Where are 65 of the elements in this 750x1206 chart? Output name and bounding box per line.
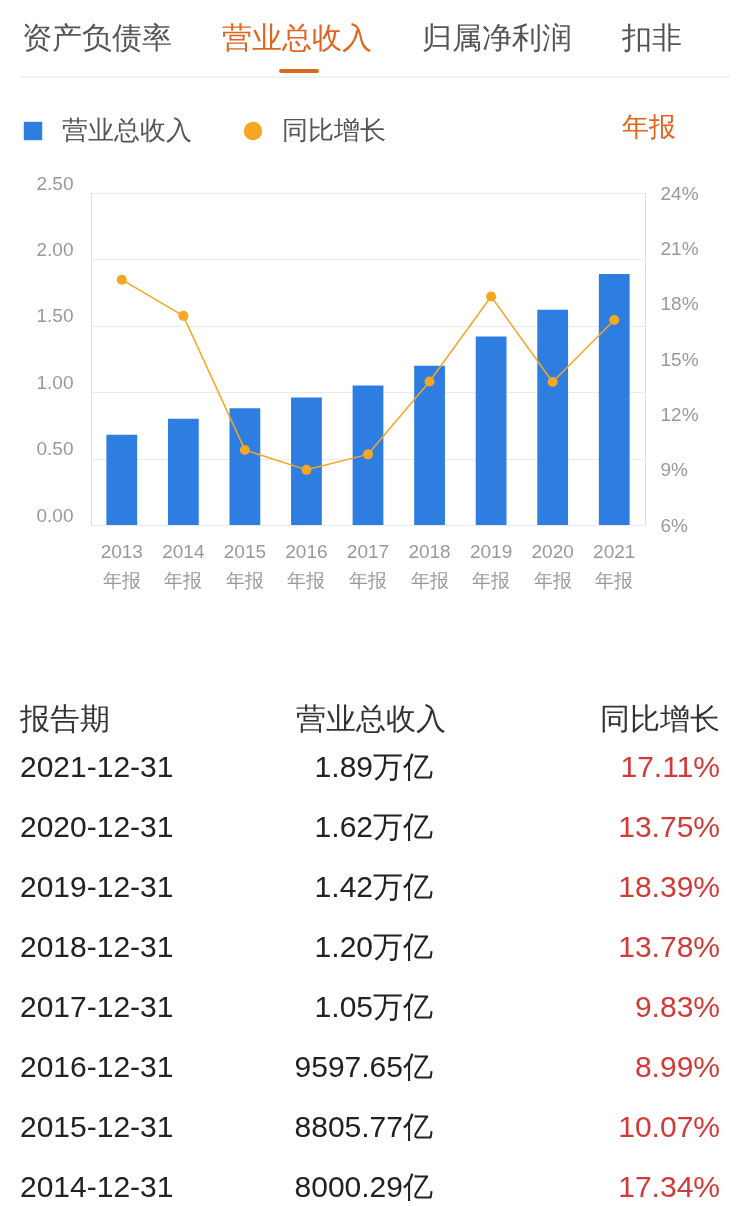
x-tick-label: 2015 年报 bbox=[223, 540, 267, 591]
text: 2020-12-31 bbox=[20, 810, 174, 843]
text: 2015-12-31 bbox=[20, 1110, 174, 1143]
y-tick-label: 1.50 bbox=[36, 305, 74, 327]
legend-label: 同比增长 bbox=[282, 115, 386, 145]
text: 9.83% bbox=[634, 990, 720, 1023]
text: 报告期 bbox=[19, 702, 110, 735]
text: 13.78% bbox=[618, 930, 720, 963]
x-tick-label: 2020 年报 bbox=[531, 540, 574, 591]
text: 8000.29亿 bbox=[294, 1170, 433, 1203]
text: 10.07% bbox=[618, 1110, 720, 1143]
text: 营业总收入 bbox=[296, 702, 446, 735]
point bbox=[547, 377, 558, 388]
text: 营业总收入 bbox=[222, 21, 372, 54]
y2-tick-label: 18% bbox=[660, 293, 699, 315]
text: 2017-12-31 bbox=[20, 990, 174, 1023]
y2-tick-label: 12% bbox=[660, 403, 699, 425]
text: 2021-12-31 bbox=[20, 750, 174, 783]
x-tick-label: 2016 年报 bbox=[285, 540, 328, 591]
point bbox=[609, 315, 620, 326]
text: 8.99% bbox=[634, 1050, 720, 1083]
x-tick-label: 2018 年报 bbox=[408, 540, 451, 591]
point bbox=[116, 274, 127, 285]
x-tick-label: 2013 年报 bbox=[100, 540, 143, 591]
x-tick-label: 2021 年报 bbox=[593, 540, 636, 591]
y-tick-label: 0.00 bbox=[36, 504, 74, 526]
text: 8805.77亿 bbox=[294, 1110, 433, 1143]
y-tick-label: 2.00 bbox=[36, 238, 74, 260]
y2-tick-label: 15% bbox=[660, 348, 699, 370]
text: 2016-12-31 bbox=[20, 1050, 174, 1083]
point bbox=[301, 464, 312, 475]
text: 2019-12-31 bbox=[20, 870, 174, 903]
y2-tick-label: 6% bbox=[660, 514, 689, 536]
x-tick-label: 2019 年报 bbox=[469, 540, 513, 591]
text: 1.20万亿 bbox=[314, 930, 433, 963]
text: 年报 bbox=[622, 112, 676, 142]
text: 资产负债率 bbox=[22, 21, 172, 54]
y-tick-label: 1.00 bbox=[36, 371, 74, 393]
text: 9597.65亿 bbox=[294, 1050, 433, 1083]
y-tick-label: 0.50 bbox=[36, 438, 74, 460]
y-tick-label: 2.50 bbox=[36, 172, 74, 194]
y2-tick-label: 21% bbox=[660, 237, 699, 259]
y2-tick-label: 9% bbox=[660, 459, 689, 481]
text: 同比增长 bbox=[600, 702, 720, 735]
text: 扣非 bbox=[621, 21, 682, 54]
text: 17.34% bbox=[618, 1170, 720, 1203]
text: 2014-12-31 bbox=[20, 1170, 174, 1203]
text: 13.75% bbox=[618, 810, 720, 843]
text: 1.62万亿 bbox=[314, 810, 433, 843]
text: 归属净利润 bbox=[422, 21, 572, 54]
point bbox=[363, 449, 373, 460]
text: 1.42万亿 bbox=[314, 870, 433, 903]
y2-tick-label: 24% bbox=[660, 182, 699, 204]
point bbox=[424, 376, 435, 387]
text: 17.11% bbox=[620, 750, 720, 783]
text: 1.05万亿 bbox=[314, 990, 433, 1023]
point bbox=[239, 444, 250, 455]
text: 18.39% bbox=[618, 870, 720, 903]
x-tick-label: 2017 年报 bbox=[346, 540, 390, 591]
point bbox=[178, 310, 189, 321]
text: 2018-12-31 bbox=[20, 930, 174, 963]
x-tick-label: 2014 年报 bbox=[162, 540, 205, 591]
point bbox=[486, 291, 497, 302]
text: 1.89万亿 bbox=[314, 750, 433, 783]
legend-label: 营业总收入 bbox=[62, 115, 192, 145]
